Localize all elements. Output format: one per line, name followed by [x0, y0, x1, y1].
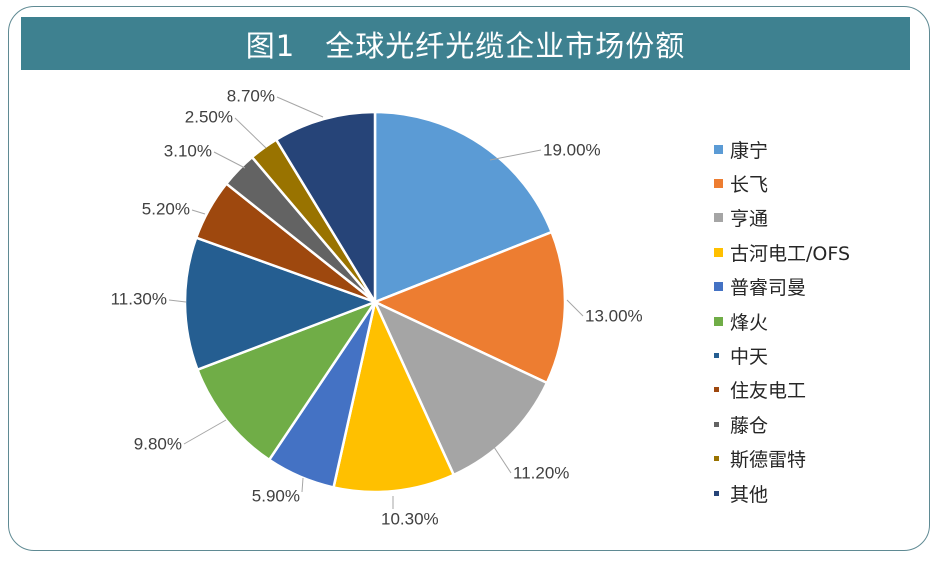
legend-item: 斯德雷特	[714, 442, 850, 476]
legend-item: 其他	[714, 476, 850, 510]
data-label-6: 11.30%	[111, 289, 167, 308]
leader-line-0	[489, 149, 542, 161]
legend-item: 康宁	[714, 132, 850, 166]
leader-line-10	[276, 96, 324, 118]
legend-item: 藤仓	[714, 407, 850, 441]
legend-swatch	[714, 247, 723, 257]
pie-slice-2	[373, 300, 549, 477]
leader-line-2	[491, 443, 512, 474]
legend-item: 住友电工	[714, 373, 850, 407]
leader-line-5	[183, 419, 227, 445]
leader-line-4	[301, 477, 304, 493]
data-label-7: 5.20%	[142, 199, 190, 218]
legend-label: 斯德雷特	[730, 449, 807, 472]
legend-item: 亨通	[714, 201, 850, 235]
legend-item: 中天	[714, 338, 850, 372]
data-label-9: 2.50%	[185, 107, 233, 126]
legend-swatch	[714, 387, 719, 393]
legend-label: 古河电工/OFS	[730, 242, 851, 265]
pie-slice-1	[373, 230, 567, 385]
legend: 康宁长飞亨通古河电工/OFS 普睿司曼烽火中天住友电工藤仓 斯德雷特其他	[714, 132, 850, 510]
leader-line-9	[234, 117, 267, 149]
data-label-1: 13.00%	[585, 306, 643, 325]
legend-swatch	[714, 282, 723, 292]
data-label-5: 9.80%	[134, 434, 182, 453]
legend-label: 中天	[730, 346, 769, 369]
legend-label: 康宁	[730, 139, 769, 162]
legend-item: 普睿司曼	[714, 270, 850, 304]
pie-slice-0	[373, 110, 553, 304]
leader-line-8	[213, 151, 246, 169]
legend-label: 藤仓	[730, 414, 769, 437]
data-label-2: 11.20%	[513, 463, 569, 482]
legend-label: 住友电工	[730, 380, 807, 403]
chart-title: 图1 全球光纤光缆企业市场份额	[245, 28, 686, 63]
legend-item: 古河电工/OFS	[714, 235, 850, 269]
data-label-0: 19.00%	[543, 140, 601, 159]
legend-swatch	[714, 456, 719, 462]
pie-slice-6	[183, 236, 377, 371]
pie-slice-3	[332, 300, 455, 494]
legend-swatch	[714, 179, 723, 189]
pie-slice-5	[196, 300, 377, 462]
legend-swatch	[714, 213, 723, 223]
data-label-3: 10.30%	[381, 509, 439, 528]
legend-item: 烽火	[714, 304, 850, 338]
legend-swatch	[714, 316, 723, 326]
legend-label: 烽火	[730, 311, 769, 334]
legend-swatch	[714, 353, 719, 359]
leader-line-6	[168, 299, 187, 303]
legend-swatch	[714, 490, 719, 496]
title-bar: 图1 全球光纤光缆企业市场份额	[21, 17, 910, 70]
legend-swatch	[714, 421, 719, 427]
data-label-10: 8.70%	[227, 86, 275, 105]
data-label-4: 5.90%	[252, 486, 300, 505]
legend-item: 长飞	[714, 166, 850, 200]
legend-label: 其他	[730, 483, 769, 506]
legend-swatch	[714, 144, 723, 154]
leader-line-7	[191, 209, 206, 215]
legend-label: 普睿司曼	[730, 277, 807, 300]
legend-label: 长飞	[730, 174, 769, 197]
pie-slice-10	[274, 110, 377, 304]
leader-line-1	[566, 299, 584, 317]
data-label-8: 3.10%	[164, 141, 212, 160]
legend-label: 亨通	[730, 208, 769, 231]
